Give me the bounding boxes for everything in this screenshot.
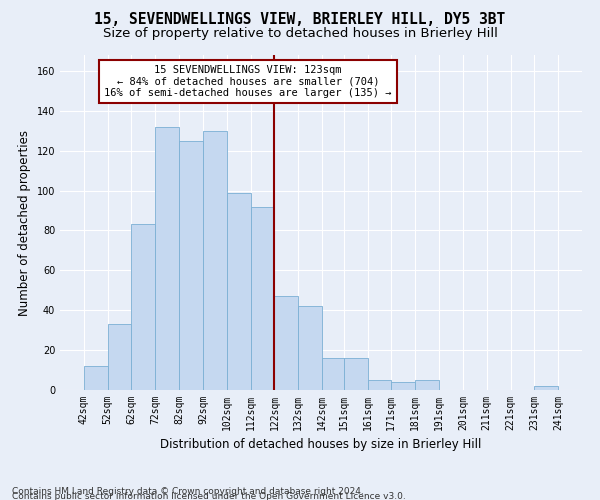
Bar [155, 127, 179, 390]
Bar [298, 306, 322, 390]
Bar [131, 224, 155, 390]
Bar [107, 324, 131, 390]
Text: Contains HM Land Registry data © Crown copyright and database right 2024.: Contains HM Land Registry data © Crown c… [12, 486, 364, 496]
Bar [415, 380, 439, 390]
Bar [535, 386, 558, 390]
Y-axis label: Number of detached properties: Number of detached properties [18, 130, 31, 316]
Bar [227, 192, 251, 390]
Bar [251, 206, 274, 390]
Bar [322, 358, 344, 390]
Bar [203, 131, 227, 390]
Text: 15 SEVENDWELLINGS VIEW: 123sqm
← 84% of detached houses are smaller (704)
16% of: 15 SEVENDWELLINGS VIEW: 123sqm ← 84% of … [104, 65, 392, 98]
Bar [344, 358, 368, 390]
Text: Contains public sector information licensed under the Open Government Licence v3: Contains public sector information licen… [12, 492, 406, 500]
Bar [179, 140, 203, 390]
Bar [368, 380, 391, 390]
X-axis label: Distribution of detached houses by size in Brierley Hill: Distribution of detached houses by size … [160, 438, 482, 452]
Text: 15, SEVENDWELLINGS VIEW, BRIERLEY HILL, DY5 3BT: 15, SEVENDWELLINGS VIEW, BRIERLEY HILL, … [94, 12, 506, 28]
Bar [84, 366, 107, 390]
Bar [391, 382, 415, 390]
Bar [274, 296, 298, 390]
Text: Size of property relative to detached houses in Brierley Hill: Size of property relative to detached ho… [103, 28, 497, 40]
